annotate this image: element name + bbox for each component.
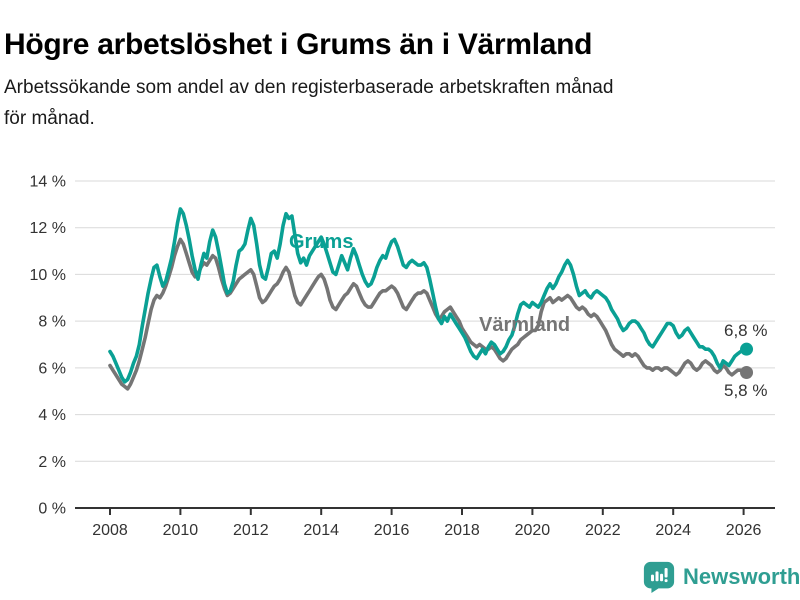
y-tick-label: 2 %: [38, 454, 66, 471]
y-tick-label: 4 %: [38, 407, 66, 424]
x-tick-label: 2012: [233, 522, 269, 539]
x-tick-label: 2014: [303, 522, 339, 539]
x-tick-label: 2016: [374, 522, 410, 539]
x-tick-label: 2010: [163, 522, 199, 539]
varmland-end-dot: [740, 366, 754, 380]
x-tick-label: 2020: [515, 522, 551, 539]
x-tick-label: 2008: [92, 522, 128, 539]
x-tick-label: 2024: [655, 522, 691, 539]
newsworthy-logo-icon: [642, 560, 676, 594]
y-tick-label: 6 %: [38, 360, 66, 377]
subtitle-line-1: Arbetssökande som andel av den registerb…: [4, 77, 614, 98]
x-tick-label: 2022: [585, 522, 621, 539]
series-label-varmland: Värmland: [479, 314, 571, 336]
y-tick-label: 8 %: [38, 314, 66, 331]
grums-end-dot: [740, 342, 754, 356]
series-label-grums: Grums: [289, 231, 354, 253]
newsworthy-branding: Newsworthy: [642, 560, 800, 594]
page-title: Högre arbetslöshet i Grums än i Värmland: [4, 28, 593, 62]
y-tick-label: 12 %: [30, 220, 66, 237]
grums-line: [108, 207, 749, 384]
varmland-line: [108, 237, 749, 391]
y-tick-label: 14 %: [30, 174, 66, 191]
y-tick-label: 0 %: [38, 501, 66, 518]
newsworthy-brand-text: Newsworthy: [683, 564, 800, 589]
x-tick-label: 2026: [726, 522, 762, 539]
x-tick-label: 2018: [444, 522, 480, 539]
y-tick-label: 10 %: [30, 267, 66, 284]
end-value-grums: 6,8 %: [724, 321, 768, 340]
end-value-varmland: 5,8 %: [724, 381, 768, 400]
subtitle-line-2: för månad.: [4, 108, 95, 129]
